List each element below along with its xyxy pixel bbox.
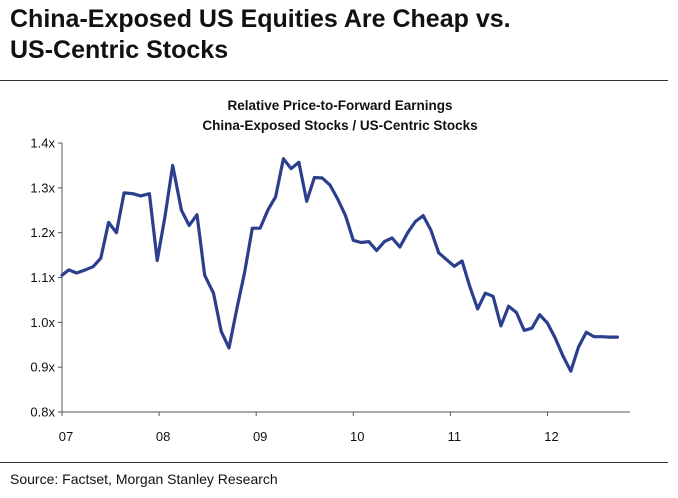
- data-point: [220, 330, 222, 332]
- data-point: [243, 272, 246, 274]
- data-point: [329, 184, 331, 186]
- data-point: [108, 221, 110, 223]
- data-point: [383, 241, 385, 243]
- data-point: [68, 269, 70, 271]
- x-tick-label: 11: [448, 429, 462, 444]
- data-point: [115, 232, 117, 234]
- data-point: [344, 215, 347, 217]
- y-tick-label: 1.0x: [30, 315, 55, 330]
- y-tick-label: 0.8x: [30, 405, 55, 420]
- data-point: [259, 227, 261, 229]
- data-point: [508, 305, 510, 307]
- data-point: [337, 198, 339, 200]
- data-point: [180, 209, 182, 211]
- data-point: [585, 331, 587, 333]
- data-point: [577, 346, 580, 348]
- data-point: [601, 336, 603, 338]
- y-tick-label: 1.1x: [30, 270, 55, 285]
- data-point: [570, 370, 572, 372]
- headline-line-1: China-Exposed US Equities Are Cheap vs.: [10, 5, 511, 33]
- headline-line-2: US-Centric Stocks: [10, 36, 229, 64]
- data-point: [306, 200, 308, 202]
- data-point: [562, 355, 564, 357]
- data-point: [196, 214, 198, 216]
- data-point: [228, 347, 230, 349]
- data-point: [298, 161, 300, 163]
- data-point: [236, 308, 238, 310]
- data-point: [251, 227, 253, 229]
- data-point: [609, 336, 611, 338]
- data-point: [461, 260, 463, 262]
- data-point: [554, 337, 556, 339]
- data-point: [469, 285, 471, 288]
- data-point: [407, 232, 409, 234]
- source-note: Source: Factset, Morgan Stanley Research: [10, 471, 278, 487]
- chart-axes: [61, 143, 630, 413]
- data-point: [282, 158, 284, 160]
- data-point: [92, 266, 94, 268]
- data-point: [500, 325, 502, 327]
- data-point: [164, 216, 166, 218]
- data-point: [321, 177, 323, 179]
- data-point: [531, 327, 533, 329]
- data-point: [453, 265, 455, 267]
- x-tick-label: 12: [544, 429, 558, 444]
- y-tick-label: 1.2x: [30, 225, 55, 240]
- data-point: [267, 209, 269, 211]
- x-tick-label: 10: [350, 429, 364, 444]
- data-point: [352, 239, 354, 241]
- data-point: [523, 329, 525, 331]
- data-point: [83, 269, 85, 271]
- y-tick-label: 1.4x: [30, 136, 55, 151]
- data-point: [148, 193, 150, 195]
- chart-title: Relative Price-to-Forward Earnings: [227, 98, 453, 113]
- top-divider: [0, 80, 668, 81]
- series-layer: [60, 157, 620, 373]
- data-point: [172, 164, 174, 166]
- bottom-divider: [0, 462, 668, 463]
- x-axis-ticks: 07 08 09 10 11 12: [59, 412, 559, 444]
- data-point: [438, 252, 440, 254]
- data-point: [430, 229, 432, 231]
- data-point: [275, 196, 277, 198]
- data-point: [132, 193, 134, 195]
- data-point: [140, 195, 142, 197]
- data-point: [290, 168, 292, 170]
- data-point: [368, 241, 370, 243]
- data-point: [100, 257, 102, 259]
- data-point: [61, 274, 63, 276]
- data-point: [188, 224, 190, 227]
- data-point: [616, 336, 619, 338]
- x-tick-label: 09: [253, 429, 267, 444]
- data-point: [445, 259, 448, 261]
- data-point: [76, 272, 78, 274]
- data-point: [391, 237, 393, 239]
- data-point: [422, 215, 424, 217]
- data-point: [477, 308, 479, 310]
- y-axis-ticks: 0.8x 0.9x 1.0x 1.1x 1.2x 1.3x 1.4x: [30, 136, 62, 420]
- x-tick-label: 08: [156, 429, 170, 444]
- y-tick-label: 0.9x: [30, 360, 55, 375]
- data-point: [399, 246, 401, 248]
- data-point: [539, 314, 541, 316]
- data-point: [546, 322, 549, 324]
- data-point: [484, 292, 486, 294]
- data-point: [313, 176, 315, 179]
- data-point: [414, 220, 416, 223]
- data-point: [515, 311, 518, 314]
- data-point: [360, 241, 362, 244]
- data-point: [123, 192, 125, 194]
- headline: China-Exposed US Equities Are Cheap vs. …: [10, 4, 650, 66]
- series-line: [60, 157, 620, 373]
- data-point: [212, 292, 215, 294]
- data-point: [593, 336, 595, 338]
- data-point: [156, 259, 158, 262]
- data-point: [376, 250, 378, 252]
- data-point: [204, 274, 206, 276]
- x-tick-label: 07: [59, 429, 73, 444]
- y-tick-label: 1.3x: [30, 180, 55, 195]
- data-point: [492, 295, 494, 297]
- chart-subtitle: China-Exposed Stocks / US-Centric Stocks: [202, 118, 478, 133]
